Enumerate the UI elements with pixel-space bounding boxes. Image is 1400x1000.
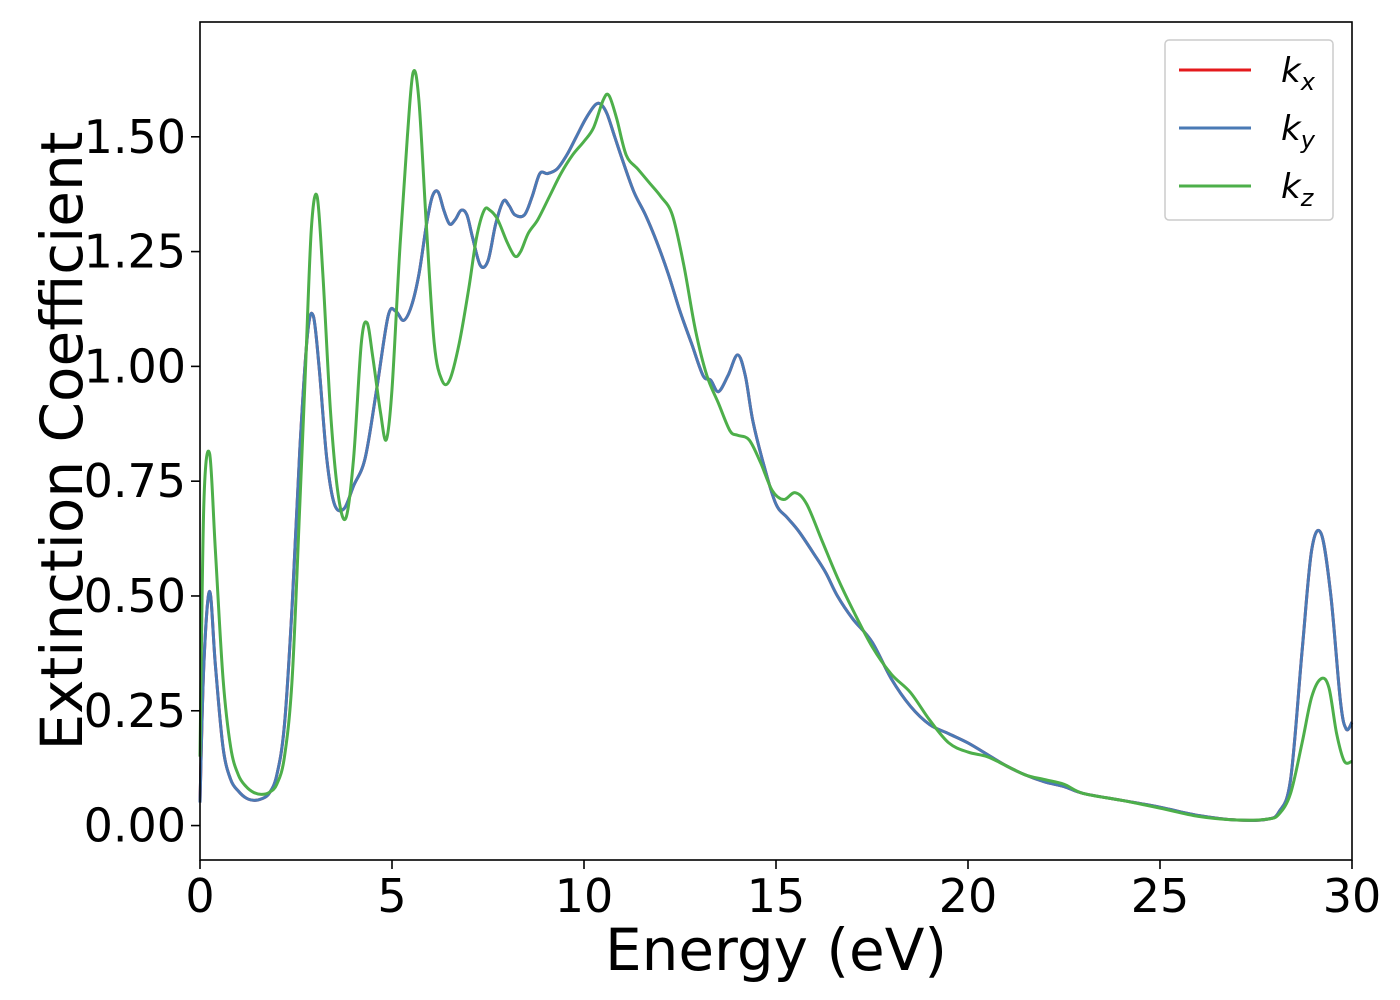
x-axis-label: Energy (eV) [605, 916, 947, 984]
x-tick-label: 15 [747, 869, 806, 923]
y-axis: 0.00 0.25 0.50 0.75 1.00 1.25 1.50 [84, 110, 200, 853]
y-tick-label: 1.25 [84, 225, 186, 279]
y-tick-label: 0.00 [84, 799, 186, 853]
legend-label-x: kx [1281, 51, 1316, 96]
x-tick-label: 10 [555, 869, 614, 923]
series-layer [198, 69, 1354, 822]
y-axis-label: Extinction Coefficient [28, 132, 96, 751]
legend-box [1164, 39, 1334, 221]
y-tick-label: 0.25 [84, 684, 186, 738]
x-tick-label: 20 [939, 869, 998, 923]
y-tick-label: 0.50 [84, 569, 186, 623]
x-tick-label: 5 [377, 869, 406, 923]
y-tick-label: 0.75 [84, 454, 186, 508]
x-tick-label: 30 [1323, 869, 1382, 923]
x-axis: 0 5 10 15 20 25 30 [185, 860, 1381, 923]
legend-label-y: ky [1281, 109, 1316, 154]
x-tick-label: 25 [1131, 869, 1190, 923]
legend-label-z: kz [1281, 167, 1315, 212]
y-tick-label: 1.00 [84, 339, 186, 393]
legend: kx ky kz [1164, 39, 1334, 221]
series-line-z [198, 69, 1353, 822]
y-tick-label: 1.50 [84, 110, 186, 164]
x-tick-label: 0 [185, 869, 214, 923]
